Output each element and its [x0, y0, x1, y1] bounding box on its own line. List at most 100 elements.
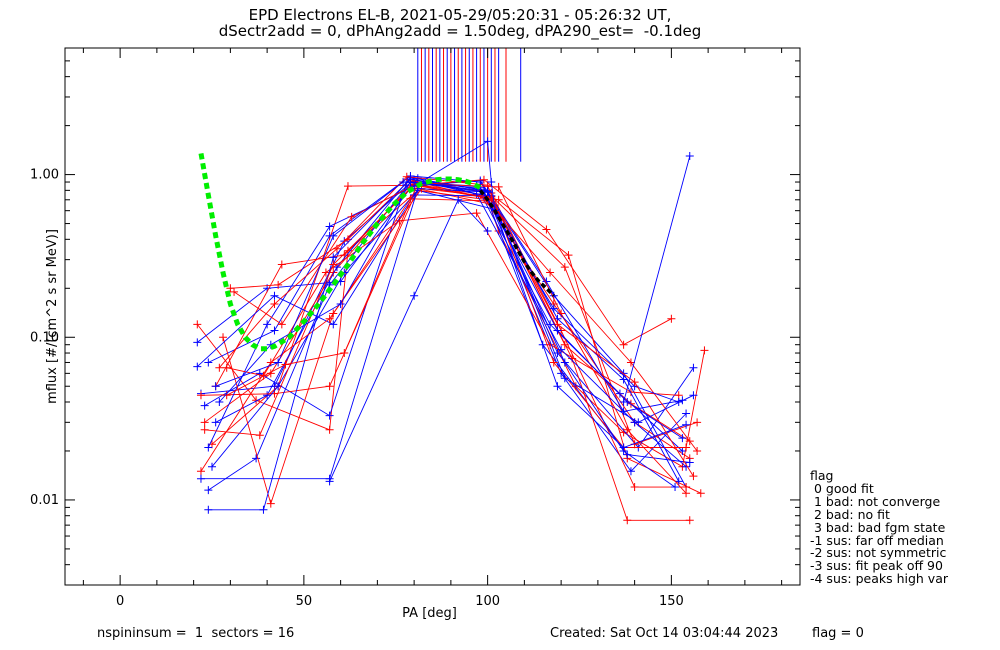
series-blue-point: [560, 358, 569, 367]
series-red-point: [619, 340, 628, 349]
series-red-point: [200, 418, 209, 427]
series-blue-point: [557, 345, 566, 354]
series-red-point: [682, 489, 691, 498]
series-blue-line: [215, 181, 679, 403]
series-blue-point: [274, 358, 283, 367]
series-blue-point: [619, 375, 628, 384]
series-blue-line: [218, 181, 683, 439]
series-blue-point: [630, 418, 639, 427]
series-red-point: [200, 425, 209, 434]
series-red-point: [494, 182, 503, 191]
series-blue-point: [678, 446, 687, 455]
series-blue-point: [259, 505, 268, 514]
series-blue-point: [329, 231, 338, 240]
series-red-line: [222, 198, 698, 506]
series-red-point: [549, 358, 558, 367]
series-blue-point: [406, 178, 415, 187]
series-red-point: [329, 268, 338, 277]
series-red-point: [252, 396, 261, 405]
series-red-point: [700, 346, 709, 355]
series-blue-point: [549, 304, 558, 313]
series-red-point: [219, 333, 228, 342]
series-blue-point: [208, 462, 216, 471]
series-blue-point: [270, 291, 279, 300]
series-blue-point: [200, 401, 209, 410]
series-blue-point: [399, 178, 408, 187]
series-blue-point: [204, 486, 213, 495]
series-blue-point: [560, 374, 569, 383]
series-blue-point: [193, 362, 202, 371]
flag-legend: flag 0 good fit 1 bad: not converge 2 ba…: [810, 468, 948, 586]
spike-point: [410, 291, 419, 300]
series-blue-point: [196, 474, 205, 483]
series-red-point: [542, 225, 551, 234]
series-blue-point: [211, 382, 220, 391]
series-blue-point: [689, 391, 698, 400]
legend-entry: 0 good fit: [810, 480, 874, 496]
legend-entry: -2 sus: not symmetric: [810, 545, 947, 561]
y-tick-label: 0.10: [30, 330, 59, 345]
chart-title-line-1: EPD Electrons EL-B, 2021-05-29/05:20:31 …: [248, 6, 672, 24]
series-red-point: [630, 378, 639, 387]
series-red-point: [325, 382, 334, 391]
footer-flag: flag = 0: [812, 626, 864, 641]
series-blue-point: [336, 300, 345, 309]
spike-point: [487, 178, 496, 187]
series-red-point: [623, 516, 632, 525]
series-red-line: [204, 184, 694, 477]
series-red-point: [674, 391, 683, 400]
series-blue-point: [193, 338, 202, 347]
series-red-point: [281, 360, 290, 369]
series-red-point: [340, 349, 349, 358]
series-red-point: [196, 467, 205, 476]
series-red-point: [479, 175, 488, 184]
series-layer: [193, 48, 709, 525]
series-blue-point: [626, 467, 635, 476]
legend-entry: 2 bad: no fit: [810, 506, 890, 522]
series-blue-point: [204, 358, 213, 367]
legend-entry: -3 sus: fit peak off 90: [810, 558, 943, 574]
series-blue-point: [325, 222, 334, 231]
y-tick-label: 0.01: [30, 493, 59, 508]
series-red-point: [208, 440, 216, 449]
series-red-point: [329, 260, 338, 269]
series-red-point: [270, 300, 279, 309]
spike-point: [483, 227, 492, 236]
series-blue-point: [674, 397, 683, 406]
series-red-point: [564, 251, 573, 260]
series-red-point: [494, 195, 503, 204]
legend-title: flag: [810, 468, 834, 483]
y-axis-label: mflux [#/(cm^2 s sr MeV)]: [45, 229, 60, 404]
series-red-point: [472, 209, 481, 218]
series-red-point: [343, 182, 352, 191]
x-tick-label: 150: [659, 594, 684, 609]
series-red-point: [568, 354, 577, 363]
series-red-point: [347, 212, 356, 221]
series-blue-point: [263, 320, 272, 329]
series-red-point: [266, 499, 275, 508]
series-red-point: [630, 483, 639, 492]
series-red-line: [211, 184, 698, 445]
legend-entry: 3 bad: bad fgm state: [810, 519, 946, 535]
series-blue-point: [671, 483, 680, 492]
black-fit-curve: [478, 189, 556, 297]
spike-point: [685, 152, 694, 161]
series-blue-line: [207, 180, 683, 448]
series-red-point: [696, 489, 705, 498]
footer-spin-info: nspininsum = 1 sectors = 16: [97, 626, 295, 641]
series-blue-line: [201, 188, 676, 488]
series-blue-point: [689, 363, 698, 372]
series-red-point: [325, 314, 334, 323]
spike-point: [454, 195, 463, 204]
y-tick-label: 1.00: [30, 168, 59, 183]
series-blue-point: [623, 450, 632, 459]
series-blue-point: [329, 253, 338, 262]
chart-title-line-2: dSectr2add = 0, dPhAng2add = 1.50deg, dP…: [218, 22, 702, 40]
series-blue-point: [685, 458, 694, 467]
series-red-point: [274, 280, 283, 289]
series-blue-line: [211, 189, 687, 467]
series-red-point: [226, 284, 235, 293]
spike-point: [325, 477, 334, 486]
series-red-point: [222, 363, 231, 372]
series-red-point: [685, 516, 694, 525]
